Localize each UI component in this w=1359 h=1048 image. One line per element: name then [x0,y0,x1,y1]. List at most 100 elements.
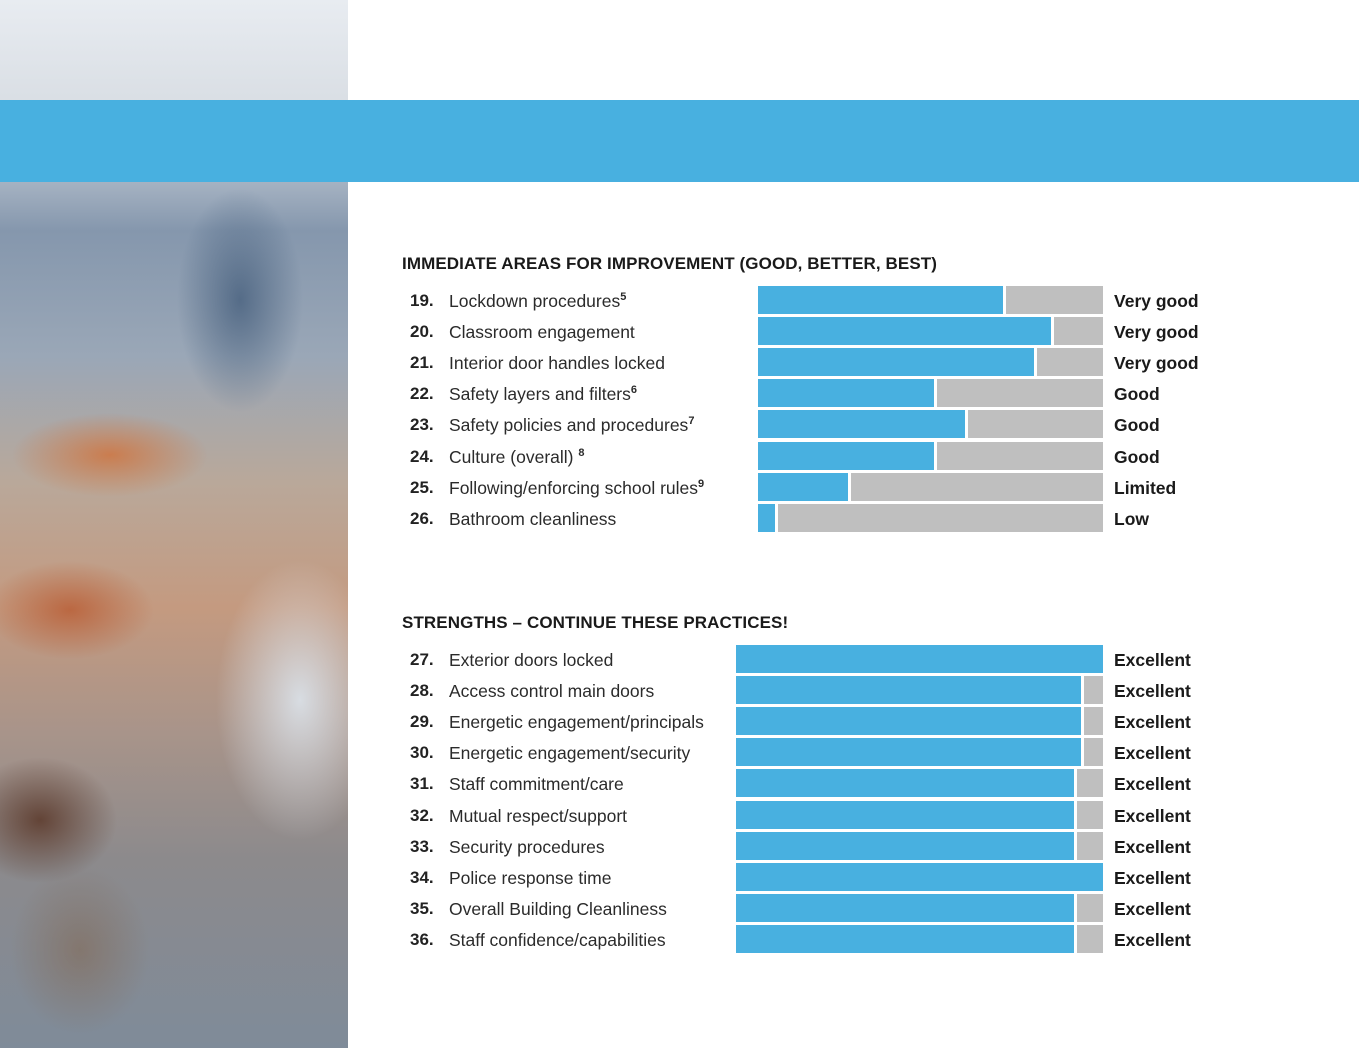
bar-value [736,645,1103,673]
row-number: 21. [410,353,434,373]
row-number: 24. [410,446,434,466]
bar-separator [1074,800,1077,829]
row-label: Exterior doors locked [449,650,613,670]
bar-track [736,831,1103,860]
row-rating: Good [1114,384,1160,405]
bar-separator [1034,348,1037,377]
row-label: Overall Building Cleanliness [449,899,667,919]
row-label-text: Classroom engagement [449,322,635,343]
row-label-text: Energetic engagement/principals [449,712,704,733]
row-number: 26. [410,508,434,528]
bar-separator [1051,317,1054,346]
bar-value [736,676,1081,705]
row-label: Lockdown procedures5 [449,291,626,311]
bar-value [758,472,848,501]
row-label: Police response time [449,868,611,888]
bar-separator [1074,893,1077,922]
bar-track [736,924,1103,953]
row-label: Interior door handles locked [449,353,665,373]
row-label-text: Exterior doors locked [449,650,614,670]
row-rating: Excellent [1114,929,1191,950]
bar-separator [1074,831,1077,860]
bar-value [736,924,1074,953]
bar-value [758,441,934,470]
row-rating: Excellent [1114,743,1191,764]
row-number: 30. [410,743,434,763]
bar-separator [1074,769,1077,798]
bar-separator [1081,707,1084,736]
row-label-text: Energetic engagement/security [449,743,691,764]
row-number: 23. [410,415,434,435]
footnote-marker: 8 [578,446,585,459]
row-rating: Excellent [1114,650,1191,670]
row-label-text: Following/enforcing school rules [449,477,699,498]
row-number: 34. [410,867,434,887]
row-number: 35. [410,898,434,918]
row-rating: Limited [1114,477,1177,498]
row-label-text: Staff commitment/care [449,774,624,795]
row-label: Access control main doors [449,681,654,701]
bar-separator [965,410,968,439]
row-label: Energetic engagement/principals [449,712,704,732]
bar-separator [934,379,937,408]
row-number: 32. [410,805,434,825]
row-label-text: Security procedures [449,836,605,857]
row-number: 22. [410,384,434,404]
row-rating: Excellent [1114,805,1191,826]
bar-value [758,317,1051,346]
bar-track [736,893,1103,922]
bar-track [758,317,1103,346]
bar-track [736,738,1103,767]
bar-track [758,410,1103,439]
row-number: 36. [410,929,434,949]
row-number: 19. [410,291,434,310]
row-rating: Excellent [1114,867,1191,888]
bar-track [736,862,1103,891]
bar-separator [1003,286,1006,314]
bar-value [736,862,1103,891]
row-label-text: Access control main doors [449,681,655,702]
row-label-text: Overall Building Cleanliness [449,898,667,919]
bar-value [758,379,934,408]
bar-track [758,503,1103,532]
bar-track [758,286,1103,314]
row-number: 25. [410,477,434,497]
row-rating: Excellent [1114,774,1191,795]
row-rating: Very good [1114,291,1199,311]
row-label: Safety layers and filters6 [449,384,637,404]
header-band [0,100,1359,182]
improvement-section-title: IMMEDIATE AREAS FOR IMPROVEMENT (GOOD, B… [402,254,938,273]
footnote-marker: 7 [688,415,695,428]
footnote-marker: 6 [630,384,638,397]
row-label: Safety policies and procedures7 [449,415,694,435]
row-label-text: Bathroom cleanliness [449,508,617,529]
row-rating: Excellent [1114,712,1191,733]
row-number: 28. [410,681,434,701]
bar-value [736,800,1074,829]
bar-track [736,769,1103,798]
bar-separator [1074,924,1077,953]
row-rating: Good [1114,446,1160,467]
row-label: Classroom engagement [449,322,635,342]
bar-track [736,676,1103,705]
bar-track [736,707,1103,736]
row-label-text: Police response time [449,867,612,888]
bar-track [758,348,1103,377]
row-label: Following/enforcing school rules9 [449,478,704,498]
bar-value [758,503,775,532]
row-label-text: Safety policies and procedures [449,415,689,436]
row-rating: Excellent [1114,681,1191,702]
bar-separator [1081,676,1084,705]
row-rating: Very good [1114,322,1199,343]
bar-value [736,707,1081,736]
bar-track [736,800,1103,829]
footnote-marker: 9 [698,477,705,490]
row-label-text: Mutual respect/support [449,805,628,826]
bar-track [758,472,1103,501]
bar-separator [934,441,937,470]
bar-separator [848,472,851,501]
row-number: 27. [410,650,434,669]
row-number: 33. [410,836,434,856]
row-label-text: Culture (overall) [449,446,579,467]
row-label: Staff confidence/capabilities [449,930,666,950]
